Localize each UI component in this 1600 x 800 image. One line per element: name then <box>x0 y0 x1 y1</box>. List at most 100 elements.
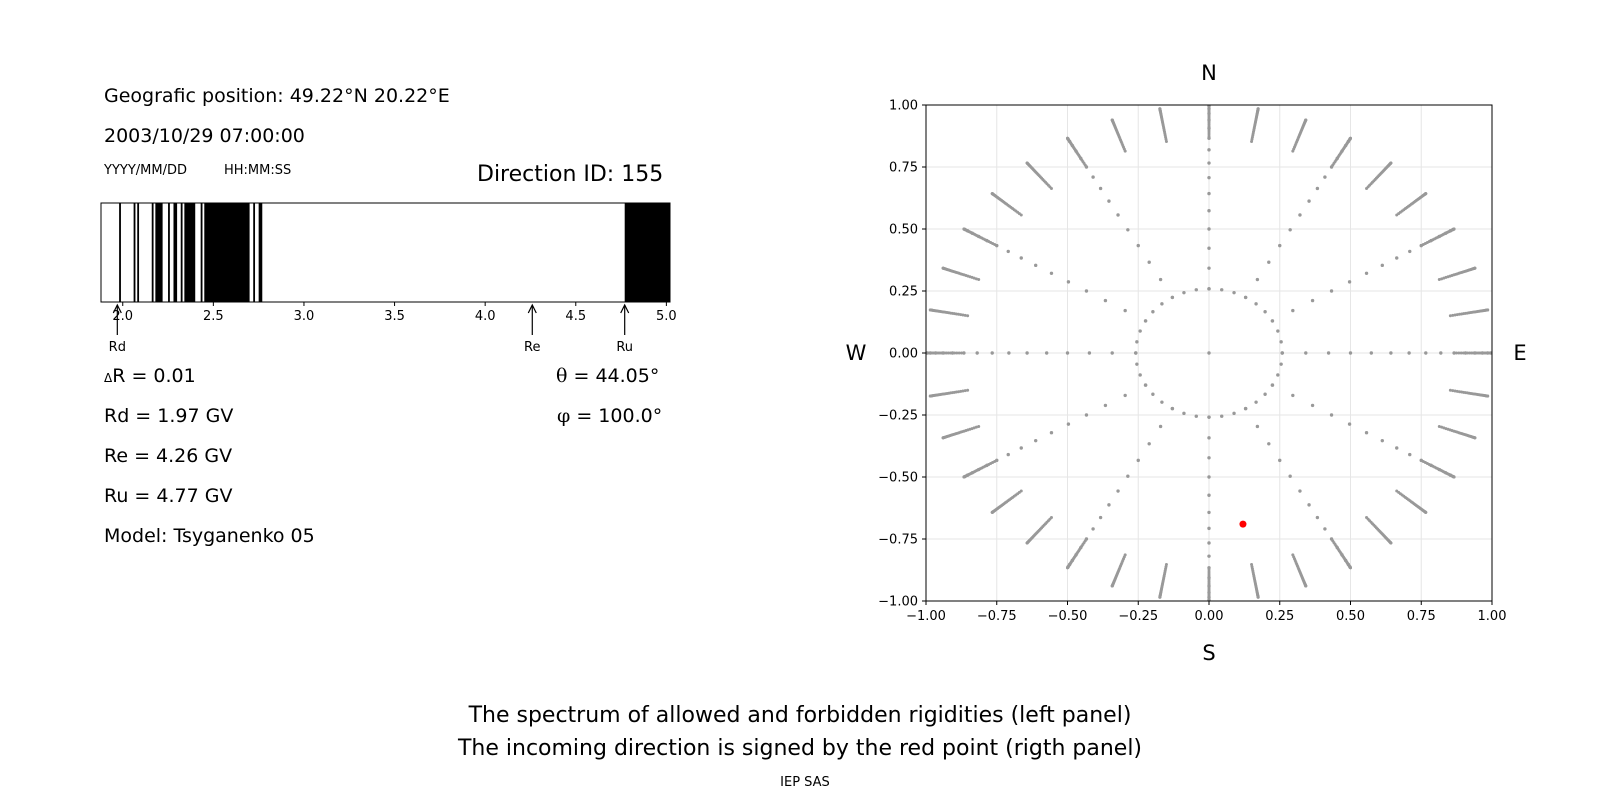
direction-point <box>1066 280 1071 284</box>
direction-point <box>1207 266 1211 270</box>
direction-point <box>1304 118 1308 122</box>
marker-arrow-head <box>112 303 122 314</box>
spectrum-tick-label: 4.5 <box>565 309 586 324</box>
direction-point <box>1134 351 1138 355</box>
direction-point <box>1123 393 1127 398</box>
direction-point <box>1025 161 1029 165</box>
direction-point <box>1243 295 1248 300</box>
direction-point <box>1207 227 1211 231</box>
model-label: Model: Tsyganenko 05 <box>104 525 315 547</box>
direction-point <box>1044 351 1049 355</box>
direction-point <box>1263 310 1267 314</box>
date-format-label: YYYY/MM/DD <box>104 163 187 178</box>
x-tick-label: 0.75 <box>1407 609 1436 624</box>
x-tick-label: −0.75 <box>977 609 1017 624</box>
marker-arrow-head <box>620 303 630 314</box>
y-tick-label: 0.50 <box>889 223 918 238</box>
direction-point <box>1270 319 1275 323</box>
direction-point <box>1126 474 1130 478</box>
direction-point <box>941 436 945 440</box>
direction-point <box>1254 302 1258 306</box>
direction-point <box>1461 351 1465 355</box>
direction-point <box>1147 260 1151 264</box>
east-label: E <box>1513 341 1526 365</box>
forbidden-band <box>180 203 183 302</box>
direction-point <box>1143 319 1148 323</box>
caption-line-2: The incoming direction is signed by the … <box>457 736 1143 761</box>
direction-point <box>1107 199 1111 203</box>
direction-point <box>1424 351 1428 355</box>
direction-point <box>941 266 945 270</box>
direction-point <box>959 351 963 355</box>
forbidden-band <box>184 203 196 302</box>
direction-point <box>1220 288 1224 292</box>
direction-id: Direction ID: 155 <box>477 162 664 187</box>
direction-point <box>1049 431 1054 435</box>
theta-symbol: θ <box>556 365 568 387</box>
direction-point <box>962 475 966 479</box>
direction-point <box>1151 310 1155 314</box>
direction-point <box>1138 373 1142 377</box>
direction-point <box>1207 161 1211 165</box>
direction-point <box>1136 243 1140 248</box>
direction-point <box>1298 489 1302 493</box>
delta-r-value: R = 0.01 <box>112 365 196 387</box>
direction-point <box>1453 313 1457 317</box>
y-tick-label: −0.75 <box>878 533 918 548</box>
direction-point <box>1291 308 1295 313</box>
direction-point <box>962 227 966 231</box>
direction-point <box>1207 436 1211 440</box>
x-tick-label: −1.00 <box>906 609 946 624</box>
direction-point <box>1158 277 1163 282</box>
direction-point <box>1207 526 1211 531</box>
marker-label-ru: Ru <box>616 340 633 355</box>
direction-point <box>1408 452 1412 457</box>
direction-point <box>1143 383 1148 387</box>
direction-point <box>1110 584 1114 588</box>
direction-point <box>1276 373 1280 377</box>
spectrum-tick-label: 3.5 <box>384 309 405 324</box>
forbidden-band <box>119 203 121 302</box>
direction-point <box>1389 541 1393 545</box>
direction-point <box>1207 510 1211 515</box>
direction-point <box>1207 554 1211 558</box>
direction-point <box>1158 595 1162 599</box>
direction-point <box>1323 175 1327 179</box>
direction-point <box>1207 246 1211 250</box>
direction-point <box>1243 406 1248 411</box>
direction-point <box>1116 213 1120 217</box>
direction-point <box>963 389 967 393</box>
direction-point <box>1182 290 1186 295</box>
forbidden-band <box>624 203 670 302</box>
direction-point <box>1267 442 1271 446</box>
direction-point <box>1407 351 1411 355</box>
direction-point <box>1255 277 1260 282</box>
direction-point <box>961 313 965 317</box>
marker-label-rd: Rd <box>109 340 126 355</box>
direction-point <box>1019 256 1023 260</box>
direction-point <box>1439 351 1443 355</box>
direction-point <box>1256 595 1260 599</box>
direction-point <box>1207 351 1211 355</box>
direction-point <box>1207 209 1211 213</box>
direction-point <box>955 351 959 355</box>
direction-point <box>1025 541 1029 545</box>
west-label: W <box>846 341 867 365</box>
direction-point <box>1291 393 1295 398</box>
direction-point <box>1270 383 1275 387</box>
direction-point <box>1310 298 1315 303</box>
direction-point <box>1326 351 1331 355</box>
direction-point <box>1182 411 1186 416</box>
direction-point <box>977 278 981 282</box>
y-tick-label: −1.00 <box>878 595 918 610</box>
forbidden-band <box>253 203 256 302</box>
direction-point <box>1170 295 1175 300</box>
phi-symbol: φ <box>557 405 571 427</box>
direction-point <box>1457 351 1461 355</box>
direction-point <box>1049 271 1054 275</box>
direction-point <box>1424 192 1428 196</box>
direction-point <box>1207 148 1211 152</box>
spectrum-background <box>101 203 670 302</box>
